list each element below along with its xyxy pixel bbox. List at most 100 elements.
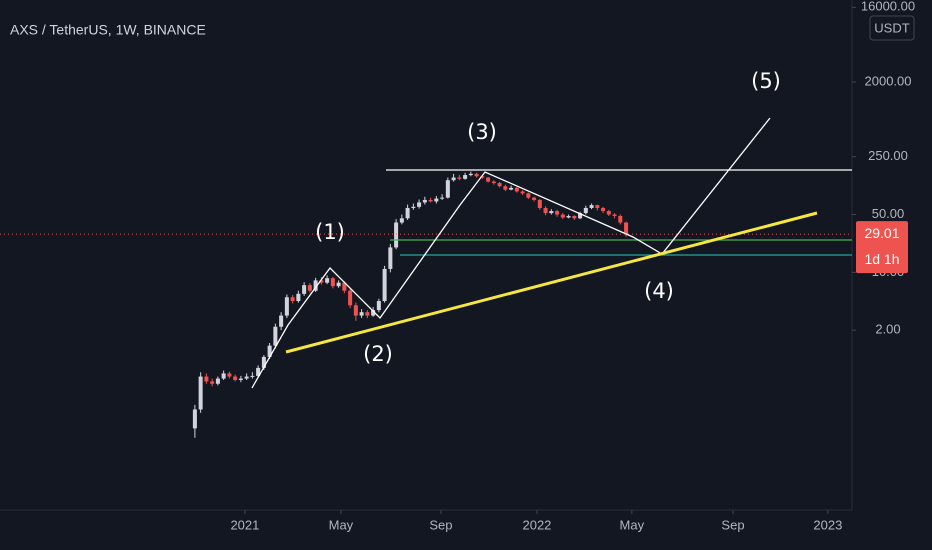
candle-body xyxy=(624,222,629,235)
candle-body xyxy=(595,205,600,208)
candle-body xyxy=(284,297,289,316)
candle-body xyxy=(342,282,347,291)
candle-body xyxy=(371,310,376,316)
candle-body xyxy=(468,173,473,176)
candle-body xyxy=(279,315,284,327)
candle-body xyxy=(221,373,226,379)
candle-body xyxy=(583,207,588,214)
candle-body xyxy=(520,191,525,194)
candle-body xyxy=(382,268,387,302)
candle-body xyxy=(572,215,577,219)
wave-label: (2) xyxy=(363,342,393,366)
candle-body xyxy=(578,213,583,219)
candle-body xyxy=(434,198,439,202)
candle-body xyxy=(330,278,335,287)
wave-label: (3) xyxy=(467,120,497,144)
candle-body xyxy=(192,409,197,429)
candle-body xyxy=(388,247,393,269)
x-tick-label: Sep xyxy=(429,517,452,532)
candle-body xyxy=(601,207,606,212)
candle-body xyxy=(273,326,278,346)
candle-body xyxy=(302,285,307,294)
x-tick-label: May xyxy=(329,517,354,532)
candle-body xyxy=(445,180,450,198)
candle-body xyxy=(417,202,422,207)
x-tick-label: 2021 xyxy=(230,517,259,532)
candle-body xyxy=(405,207,410,219)
candle-body xyxy=(267,345,272,357)
candle-body xyxy=(198,376,203,410)
wave-label: (4) xyxy=(644,279,674,303)
candle-body xyxy=(440,197,445,199)
price-axis: 2.0010.0050.00250.002000.0016000.002021M… xyxy=(230,0,915,532)
candle-body xyxy=(227,373,232,377)
candle-body xyxy=(204,376,209,382)
wave-line xyxy=(251,117,771,389)
candle-body xyxy=(422,199,427,203)
last-price-label: 29.01 xyxy=(864,225,899,241)
candle-body xyxy=(451,177,456,181)
candle-body xyxy=(313,280,318,291)
x-tick-label: 2022 xyxy=(522,517,551,532)
candle-body xyxy=(480,176,485,178)
wave-label: (5) xyxy=(751,69,781,93)
last-price-box xyxy=(856,221,908,274)
candle-body xyxy=(244,376,249,379)
candle-body xyxy=(555,211,560,215)
candle-body xyxy=(394,222,399,248)
candle-body xyxy=(514,187,519,192)
candle-body xyxy=(566,215,571,218)
x-tick-label: 2023 xyxy=(813,517,842,532)
countdown-label: 1d 1h xyxy=(864,251,899,267)
candle-body xyxy=(250,375,255,377)
candle-body xyxy=(491,181,496,184)
candle-body xyxy=(549,211,554,214)
candle-body xyxy=(261,356,266,368)
candle-body xyxy=(307,285,312,291)
x-tick-label: May xyxy=(620,517,645,532)
candle-body xyxy=(399,218,404,223)
y-tick-label: 2.00 xyxy=(875,322,900,337)
candle-body xyxy=(353,305,358,316)
candle-body xyxy=(238,378,243,380)
drawings xyxy=(251,117,852,389)
candle-body xyxy=(474,173,479,177)
candle-body xyxy=(428,199,433,202)
candle-body xyxy=(215,378,220,384)
wave-label: (1) xyxy=(315,220,345,244)
candle-body xyxy=(463,175,468,179)
unit-label: USDT xyxy=(874,20,909,35)
x-tick-label: Sep xyxy=(721,517,744,532)
candle-body xyxy=(336,282,341,287)
candle-body xyxy=(589,205,594,208)
candle-body xyxy=(497,183,502,187)
candle-body xyxy=(348,290,353,306)
candle-body xyxy=(618,215,623,223)
candle-body xyxy=(560,214,565,218)
candle-body xyxy=(606,211,611,215)
candle-body xyxy=(532,197,537,200)
candle-body xyxy=(526,193,531,198)
candle-body xyxy=(290,297,295,302)
candle-body xyxy=(325,278,330,283)
candle-body xyxy=(233,376,238,380)
candle-body xyxy=(503,186,508,190)
trend-line xyxy=(285,211,818,354)
candle-body xyxy=(296,293,301,302)
candle-body xyxy=(256,367,261,376)
candle-body xyxy=(359,312,364,316)
y-tick-label: 16000.00 xyxy=(861,0,915,14)
candle-body xyxy=(365,312,370,316)
y-tick-label: 2000.00 xyxy=(865,73,912,88)
candle-body xyxy=(537,199,542,208)
candle-body xyxy=(509,187,514,190)
candle-body xyxy=(210,381,215,384)
candle-body xyxy=(319,280,324,283)
candle-body xyxy=(486,177,491,182)
chart-title: AXS / TetherUS, 1W, BINANCE xyxy=(10,22,206,38)
candle-body xyxy=(457,177,462,179)
y-tick-label: 250.00 xyxy=(868,148,908,163)
y-tick-label: 50.00 xyxy=(872,206,905,221)
